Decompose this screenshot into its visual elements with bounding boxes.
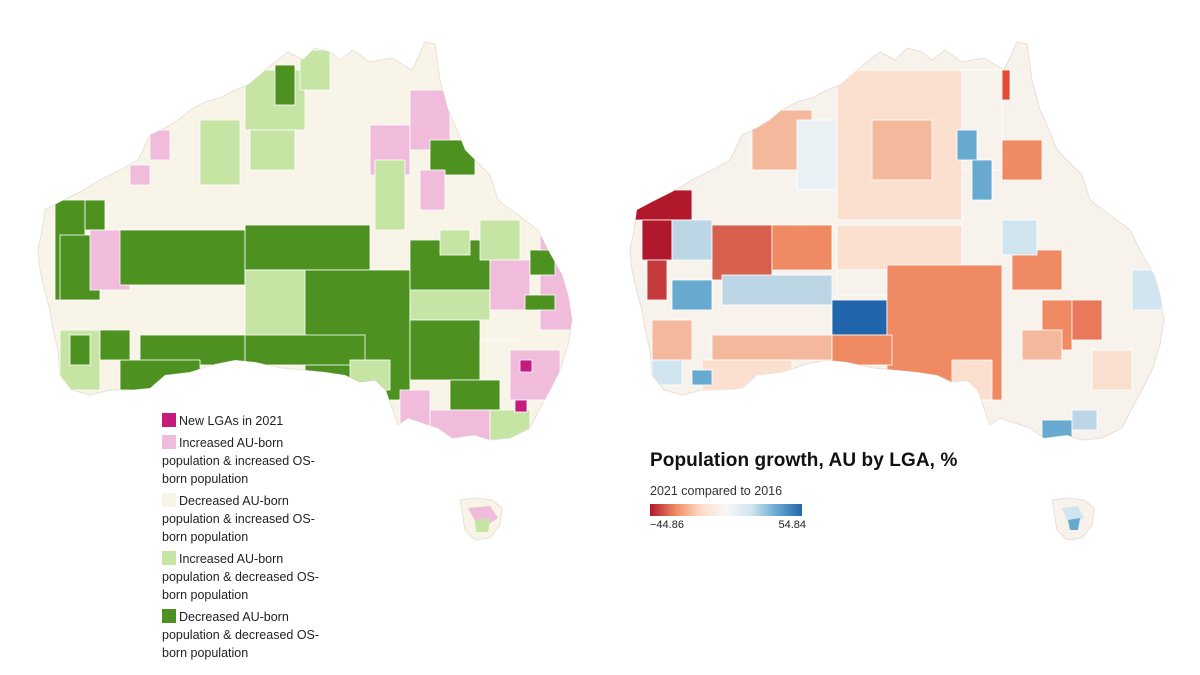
- left-choropleth-map: [37, 41, 573, 541]
- legend-label: Decreased AU-born population & increased…: [162, 494, 315, 544]
- legend-item: Increased AU-born population & increased…: [162, 434, 332, 488]
- legend-label: Increased AU-born population & increased…: [162, 436, 315, 486]
- left-legend: New LGAs in 2021 Increased AU-born popul…: [162, 412, 332, 666]
- map-subtitle: 2021 compared to 2016: [650, 484, 783, 498]
- legend-swatch: [162, 493, 176, 507]
- legend-swatch: [162, 435, 176, 449]
- legend-item: Decreased AU-born population & decreased…: [162, 608, 332, 662]
- legend-swatch: [162, 413, 176, 427]
- map-title: Population growth, AU by LGA, %: [650, 450, 958, 471]
- legend-swatch: [162, 609, 176, 623]
- legend-label: Increased AU-born population & decreased…: [162, 552, 320, 602]
- scale-max-label: 54.84: [778, 519, 806, 531]
- legend-label: New LGAs in 2021: [179, 414, 284, 428]
- color-scale: [650, 504, 802, 518]
- legend-item: New LGAs in 2021: [162, 412, 332, 430]
- color-scale-labels: −44.86 54.84: [650, 518, 810, 532]
- legend-label: Decreased AU-born population & decreased…: [162, 610, 320, 660]
- legend-item: Increased AU-born population & decreased…: [162, 550, 332, 604]
- scale-min-label: −44.86: [650, 519, 684, 531]
- legend-swatch: [162, 551, 176, 565]
- right-choropleth-map: [629, 41, 1165, 541]
- right-map-title-block: Population growth, AU by LGA, % 2021 com…: [650, 450, 957, 532]
- legend-item: Decreased AU-born population & increased…: [162, 492, 332, 546]
- color-scale-bar: [650, 504, 802, 516]
